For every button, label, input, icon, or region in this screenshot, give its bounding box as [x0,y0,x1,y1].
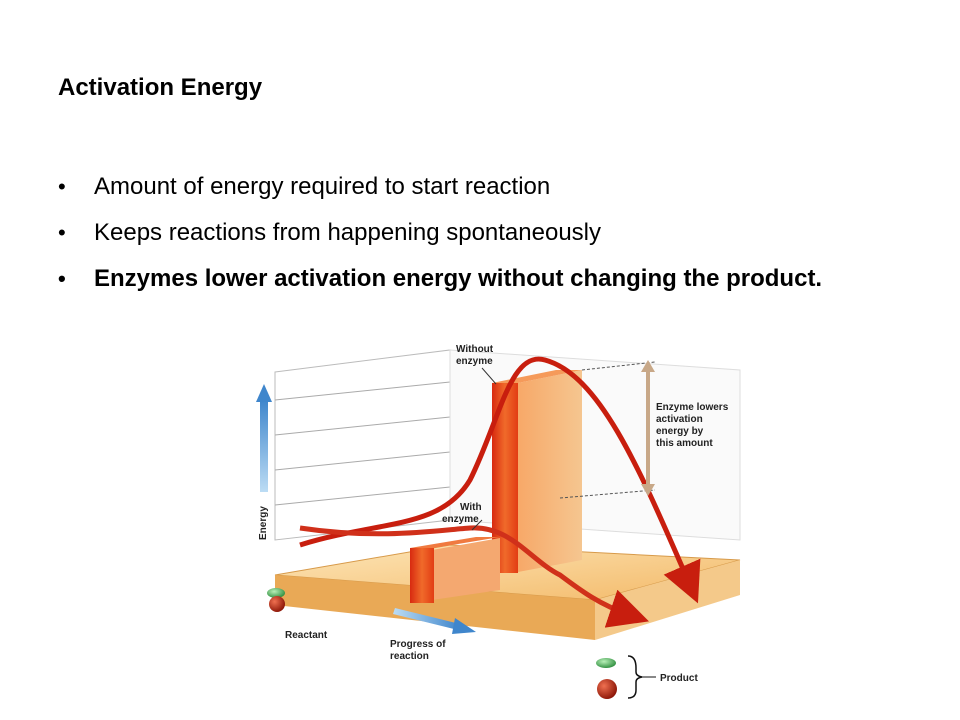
label-with-enzyme-1: With [460,502,482,513]
label-product: Product [660,673,698,684]
curve-with-enzyme [299,525,649,628]
pointer-without [481,367,497,385]
bullet-dot-icon: • [58,266,66,291]
bullet-dot-icon: • [58,220,66,245]
slide-title: Activation Energy [58,74,263,101]
bullet-item: • Keeps reactions from happening spontane… [58,218,858,248]
bullet-text: Enzymes lower activation energy without … [94,265,823,292]
bullet-item: • Enzymes lower activation energy without… [58,264,858,294]
product-molecule-icon [596,655,656,699]
label-enzyme-lowers-2: activation [656,414,703,425]
label-energy-axis: Energy [258,506,269,540]
label-enzyme-lowers-3: energy by [656,426,704,437]
label-progress-1: Progress of [390,639,446,650]
label-progress-2: reaction [390,651,429,662]
label-without-enzyme-1: Without [456,344,494,355]
reactant-molecule-icon [267,588,285,612]
curve-without-enzyme [299,356,701,604]
label-enzyme-lowers-4: this amount [656,438,713,449]
label-without-enzyme-2: enzyme [456,356,493,367]
energy-axis-arrow [256,384,272,492]
label-with-enzyme-2: enzyme [442,514,479,525]
bullet-item: • Amount of energy required to start reac… [58,172,858,202]
pointer-with [471,519,483,531]
energy-difference-arrow [559,360,656,499]
bar-with-enzyme [410,537,500,603]
label-enzyme-lowers-1: Enzyme lowers [656,402,729,413]
bullet-list: • Amount of energy required to start reac… [58,172,858,294]
activation-energy-diagram: Without enzyme With enzyme Enzyme lowers… [256,344,741,699]
label-reactant: Reactant [285,630,328,641]
progress-axis-arrow [393,608,476,634]
bullet-dot-icon: • [58,174,66,199]
bullet-text: Amount of energy required to start react… [94,173,551,200]
bullet-text: Keeps reactions from happening spontaneo… [94,219,601,246]
